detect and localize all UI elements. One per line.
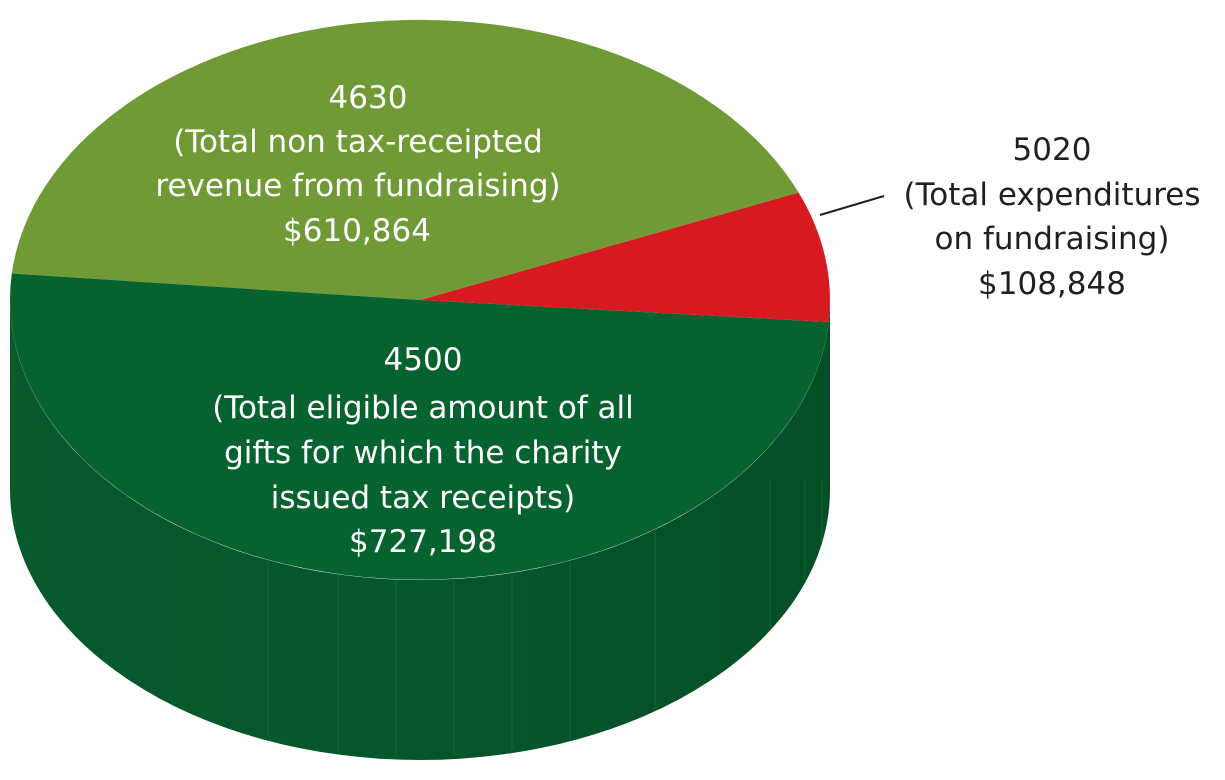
- slice-label-4500: 4500 (Total eligible amount of all gifts…: [212, 342, 634, 560]
- slice-code-4630: 4630: [329, 80, 408, 116]
- pie-slice-5020: [420, 192, 830, 322]
- slice-description-4630-line2: revenue from fundraising): [155, 168, 560, 204]
- slice-description-4630-line1: (Total non tax-receipted: [173, 124, 543, 160]
- slice-description-4500-line1: (Total eligible amount of all: [212, 390, 634, 426]
- slice-code-5020: 5020: [1013, 132, 1092, 168]
- slice-amount-4500: $727,198: [349, 524, 497, 560]
- leader-line-5020: [819, 195, 885, 216]
- slice-description-4500-line3: issued tax receipts): [271, 480, 575, 516]
- pie-side-facets: [267, 480, 823, 758]
- slice-description-5020-line2: on fundraising): [935, 221, 1170, 257]
- slice-label-4630: 4630 (Total non tax-receipted revenue fr…: [155, 80, 560, 249]
- slice-label-5020: 5020 (Total expenditures on fundraising)…: [904, 132, 1201, 302]
- pie-slice-4500: [10, 273, 829, 580]
- slice-amount-5020: $108,848: [978, 266, 1126, 302]
- pie-side-wall: [10, 300, 830, 760]
- slice-code-4500: 4500: [384, 342, 463, 378]
- slice-description-5020-line1: (Total expenditures: [904, 177, 1201, 213]
- pie-slices: [10, 19, 830, 580]
- pie-slice-4630: [11, 19, 799, 300]
- slice-description-4500-line2: gifts for which the charity: [224, 435, 622, 471]
- slice-amount-4630: $610,864: [283, 213, 431, 249]
